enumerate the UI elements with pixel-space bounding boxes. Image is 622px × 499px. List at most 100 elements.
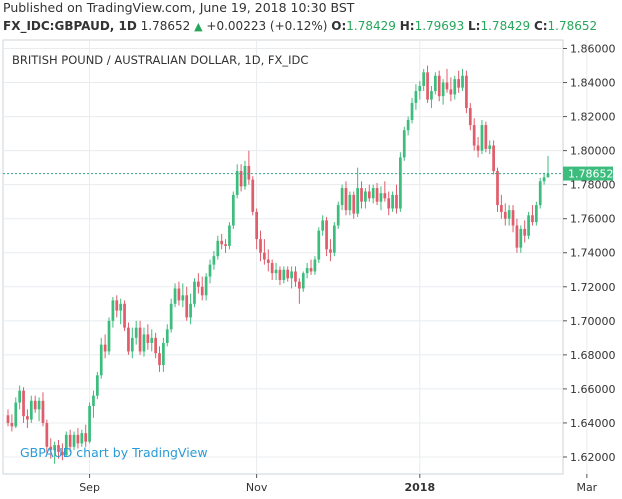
candle-body bbox=[88, 405, 91, 442]
candle-body bbox=[53, 445, 56, 451]
candle-body bbox=[185, 295, 189, 318]
candle-body bbox=[500, 205, 503, 212]
candle-body bbox=[336, 205, 340, 226]
y-axis[interactable]: 1.86000 1.84000 1.82000 1.80000 1.78000 1.760… bbox=[563, 43, 616, 464]
candle-body bbox=[61, 451, 64, 456]
candle-body bbox=[200, 286, 204, 296]
candle-body bbox=[243, 165, 247, 187]
candle-body bbox=[399, 157, 402, 209]
candle-body bbox=[410, 102, 414, 120]
candle-body bbox=[534, 205, 538, 223]
candle-body bbox=[130, 337, 134, 352]
candle-body bbox=[305, 268, 309, 274]
candle-body bbox=[99, 344, 103, 376]
candle-body bbox=[294, 271, 297, 282]
candle-body bbox=[367, 191, 371, 199]
candle-body bbox=[298, 281, 301, 289]
x-tick-label: 2018 bbox=[404, 481, 435, 494]
candle-body bbox=[26, 416, 29, 420]
candle-body bbox=[162, 342, 165, 366]
candle-body bbox=[45, 422, 49, 447]
candle-body bbox=[457, 79, 461, 88]
last-price-tag-label: 1.78652 bbox=[568, 168, 614, 181]
candle-body bbox=[41, 400, 45, 423]
candle-body bbox=[515, 225, 519, 248]
y-tick-label: 1.84000 bbox=[570, 77, 616, 90]
candle-body bbox=[511, 210, 515, 226]
candle-body bbox=[134, 327, 138, 338]
candle-body bbox=[76, 434, 80, 444]
candle-body bbox=[383, 193, 387, 199]
candle-body bbox=[216, 240, 220, 257]
candle-body bbox=[228, 225, 231, 246]
candles bbox=[6, 65, 550, 464]
candle-body bbox=[348, 194, 352, 211]
candle-body bbox=[437, 75, 441, 97]
candle-body bbox=[165, 329, 169, 343]
symbol-name[interactable]: FX_IDC:GBPAUD, 1D bbox=[3, 19, 137, 33]
candle-body bbox=[266, 259, 270, 263]
x-tick-label: Sep bbox=[79, 481, 100, 494]
candle-body bbox=[251, 179, 255, 212]
candle-body bbox=[290, 271, 293, 279]
x-tick-label: Mar bbox=[576, 481, 597, 494]
candle-body bbox=[6, 415, 10, 423]
candle-body bbox=[476, 145, 480, 151]
candle-body bbox=[352, 194, 356, 214]
candle-body bbox=[492, 145, 495, 172]
high-label: H: bbox=[399, 19, 415, 33]
candle-body bbox=[84, 433, 88, 442]
candle-body bbox=[263, 252, 266, 260]
candle-body bbox=[37, 400, 41, 410]
candle-body bbox=[395, 194, 398, 209]
candle-body bbox=[391, 194, 394, 209]
candle-body bbox=[332, 225, 336, 253]
plot-area[interactable] bbox=[2, 39, 564, 475]
x-tick-label: Nov bbox=[246, 481, 268, 494]
candle-body bbox=[255, 211, 258, 240]
y-tick-label: 1.76000 bbox=[570, 213, 616, 226]
candle-body bbox=[317, 230, 321, 260]
open-label: O: bbox=[331, 19, 347, 33]
candle-body bbox=[430, 91, 433, 100]
candle-body bbox=[259, 239, 262, 253]
y-tick-label: 1.78000 bbox=[570, 179, 616, 192]
candle-body bbox=[231, 194, 235, 226]
candle-body bbox=[14, 402, 18, 427]
candle-body bbox=[472, 125, 476, 146]
y-tick-label: 1.62000 bbox=[570, 451, 616, 464]
candle-body bbox=[309, 268, 313, 272]
change-up-icon: ▲ bbox=[194, 20, 203, 33]
candle-body bbox=[453, 79, 457, 95]
candle-body bbox=[111, 300, 115, 321]
y-tick-label: 1.82000 bbox=[570, 111, 616, 124]
candle-body bbox=[127, 327, 130, 352]
candle-body bbox=[173, 288, 177, 304]
candle-body bbox=[274, 269, 278, 274]
close-label: C: bbox=[533, 19, 548, 33]
candle-body bbox=[375, 188, 379, 202]
candle-body bbox=[387, 198, 391, 209]
candle-body bbox=[468, 108, 472, 126]
y-tick-label: 1.86000 bbox=[570, 43, 616, 56]
candle-body bbox=[364, 191, 367, 202]
candle-body bbox=[103, 344, 107, 352]
candle-body bbox=[10, 422, 14, 427]
candle-body bbox=[356, 188, 359, 214]
x-axis[interactable]: SepNov2018MarMay bbox=[79, 474, 622, 494]
candle-body bbox=[402, 130, 406, 158]
last-price-tag bbox=[563, 166, 613, 181]
candle-body bbox=[488, 145, 492, 149]
candle-body bbox=[282, 269, 286, 280]
y-tick-label: 1.74000 bbox=[570, 247, 616, 260]
published-text: Published on TradingView.com, June 19, 2… bbox=[3, 0, 355, 15]
candle-body bbox=[212, 256, 216, 265]
y-tick-label: 1.66000 bbox=[570, 383, 616, 396]
candle-body bbox=[72, 434, 76, 447]
change-value: +0.00223 (+0.12%) bbox=[206, 19, 328, 33]
candle-body bbox=[496, 171, 499, 206]
candle-body bbox=[169, 303, 173, 330]
candle-body bbox=[360, 188, 363, 202]
y-tick-label: 1.80000 bbox=[570, 145, 616, 158]
